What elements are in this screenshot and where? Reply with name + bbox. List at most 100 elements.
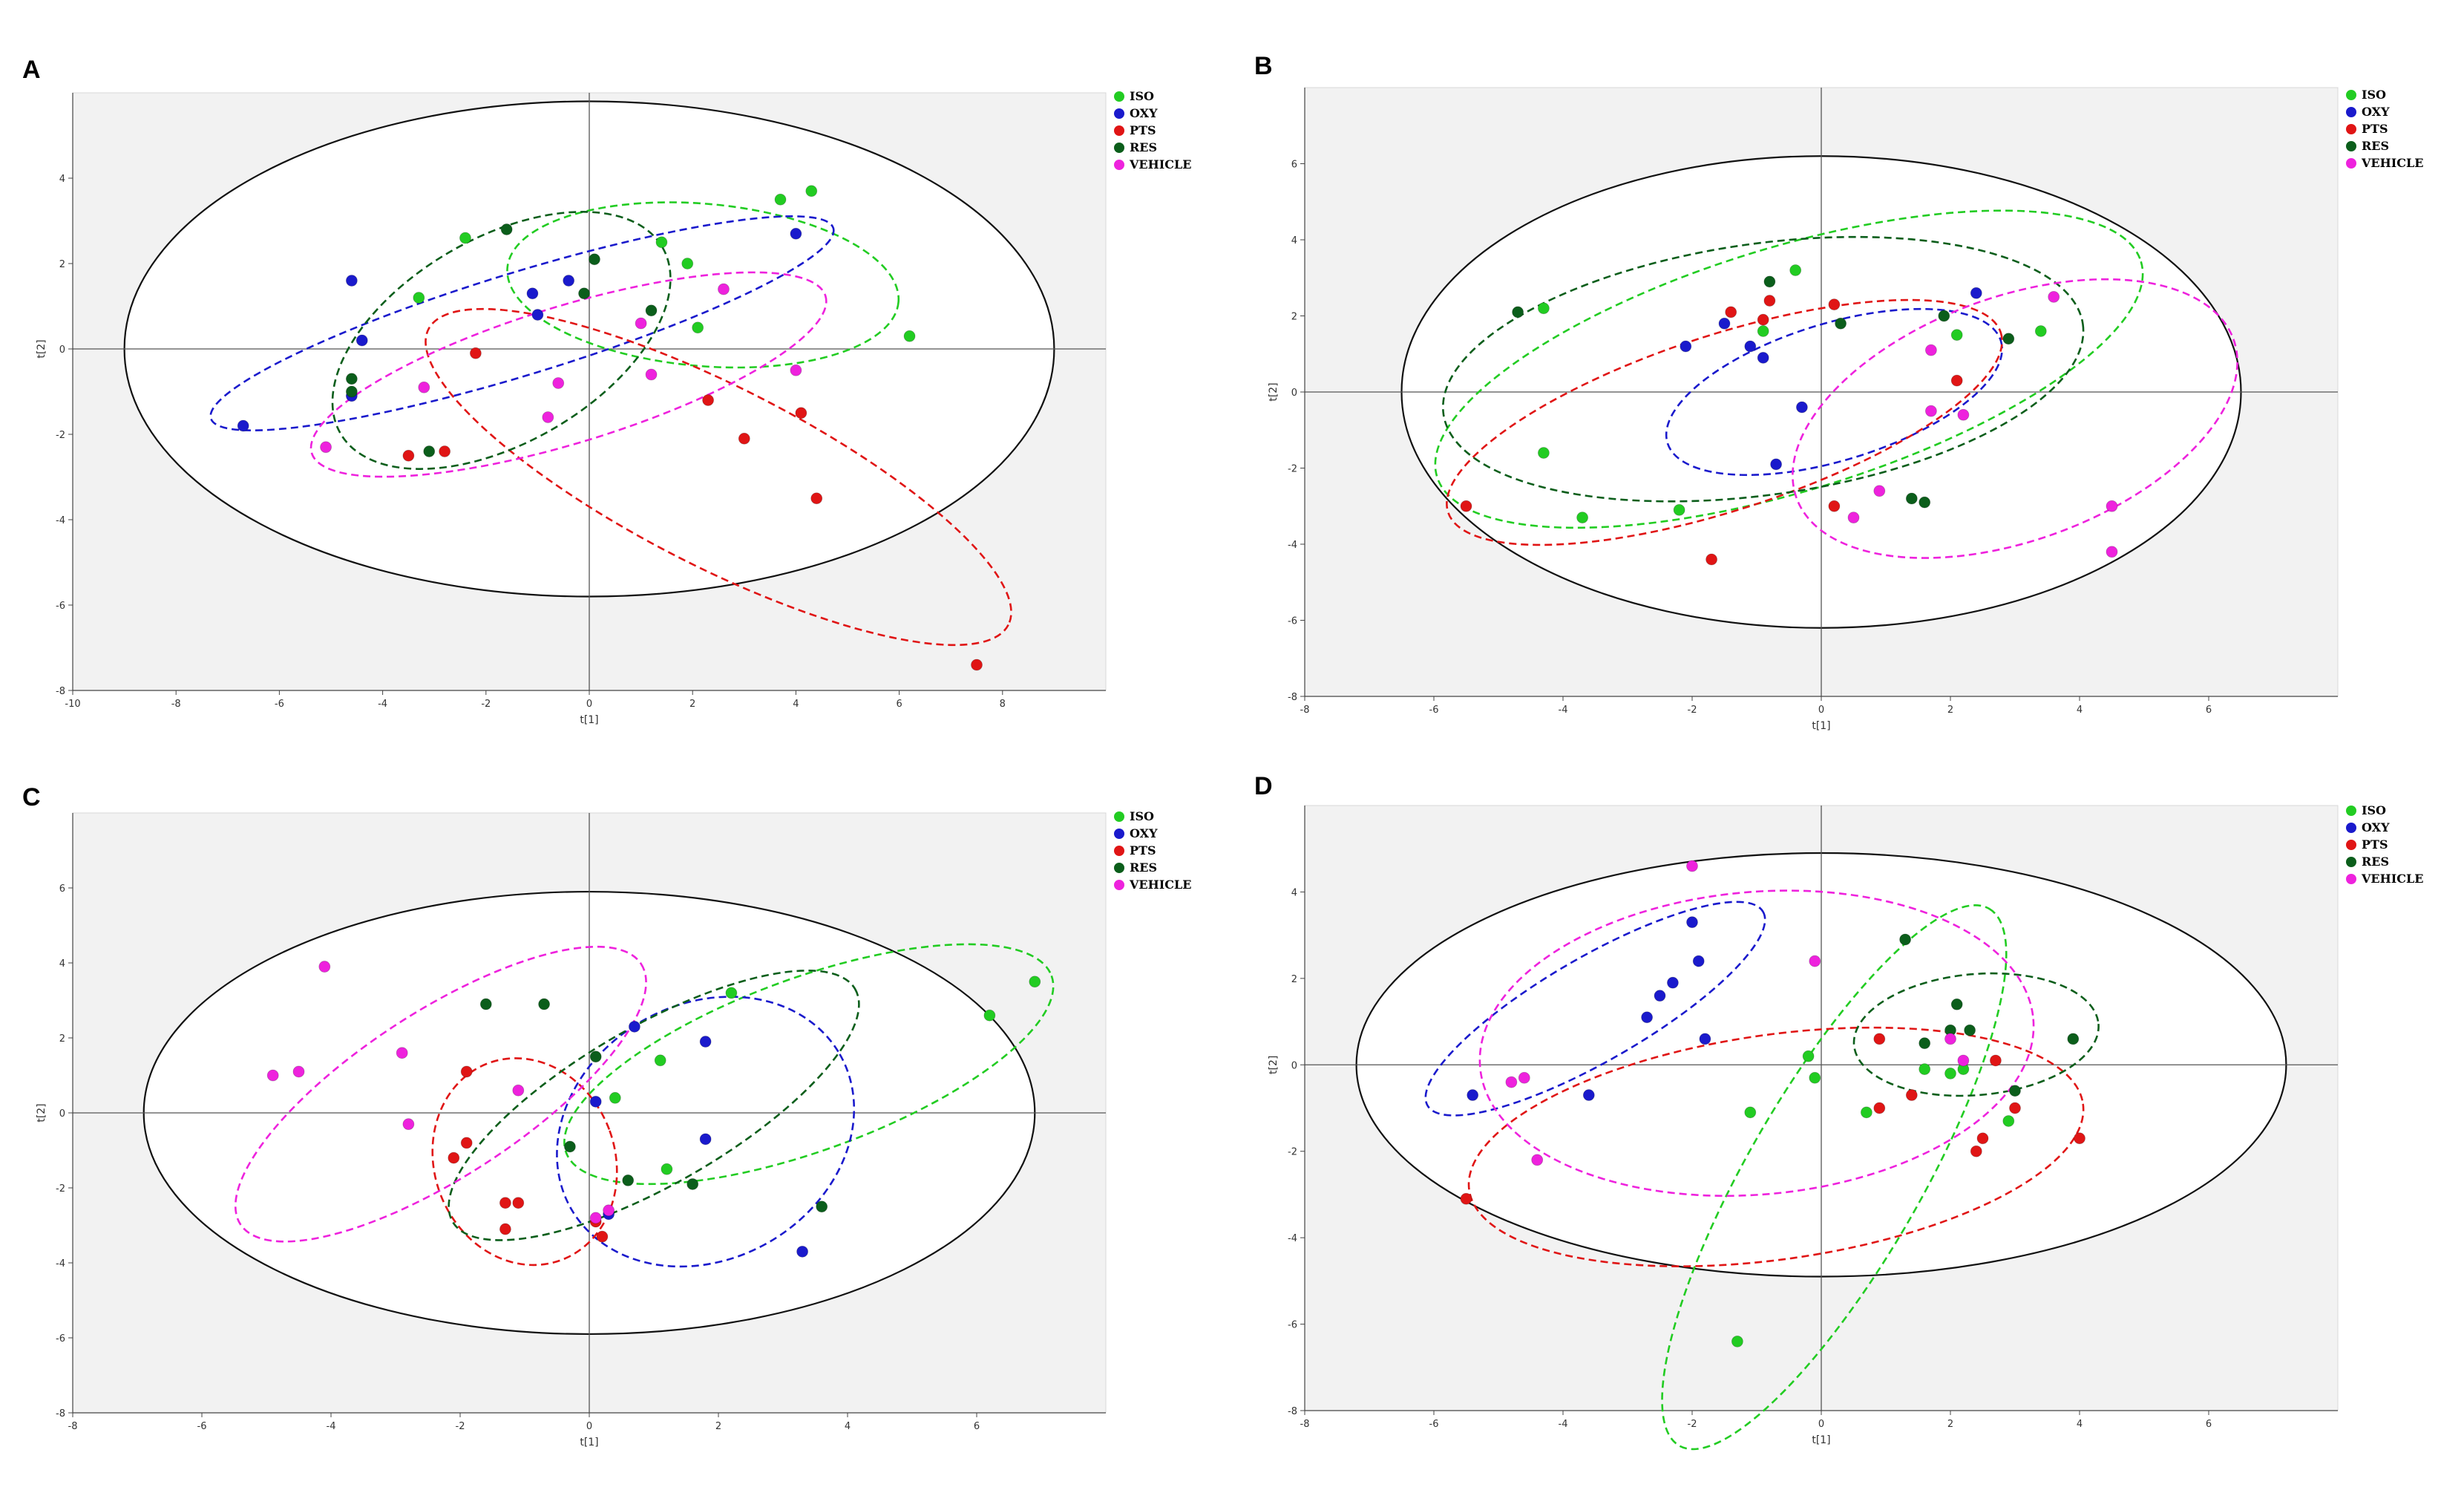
point-vehicle: [1531, 1154, 1544, 1166]
x-tick-label: 2: [689, 699, 695, 710]
y-tick-label: -2: [1288, 1147, 1297, 1158]
y-tick-label: -4: [1288, 540, 1297, 551]
point-oxy: [1795, 401, 1808, 414]
panel-b: -8 -6 -4 -2 0 2 4 6 -8 -6 -4 -2 0 2 4 6 t[1] t[2] B ISO OXY P…: [1254, 52, 2423, 732]
x-tick-label: -2: [456, 1421, 465, 1432]
legend-label-oxy: OXY: [2362, 820, 2390, 834]
point-res: [687, 1178, 699, 1190]
y-tick-label: 0: [59, 1108, 65, 1120]
point-pts: [1763, 295, 1776, 307]
point-iso: [1029, 976, 1041, 988]
point-res: [1512, 306, 1524, 318]
confidence-ellipse-iso: [563, 943, 1055, 1186]
y-tick-label: 2: [59, 259, 65, 270]
point-res: [479, 998, 492, 1010]
confidence-ellipse-vehicle: [234, 945, 647, 1243]
point-res: [423, 445, 436, 457]
point-res: [2009, 1085, 2021, 1097]
x-tick-label: 6: [2206, 1419, 2212, 1430]
point-iso: [459, 232, 471, 244]
x-tick-label: -8: [68, 1421, 78, 1432]
point-vehicle: [1957, 1054, 1970, 1067]
y-tick-label: 0: [1291, 388, 1297, 399]
x-tick-label: 2: [1947, 705, 1953, 716]
point-oxy: [1718, 317, 1731, 330]
point-oxy: [1699, 1033, 1711, 1045]
point-iso: [1919, 1063, 1931, 1076]
point-pts: [1757, 313, 1769, 326]
point-oxy: [1686, 916, 1698, 929]
point-pts: [1706, 553, 1718, 566]
point-iso: [725, 987, 738, 999]
legend-marker-res: [1114, 863, 1124, 873]
point-oxy: [531, 309, 544, 321]
x-tick-label: -8: [1300, 705, 1310, 716]
x-tick-label: 4: [2077, 705, 2083, 716]
y-tick-label: 4: [1291, 887, 1297, 898]
point-vehicle: [542, 411, 554, 423]
x-tick-label: 6: [2206, 705, 2212, 716]
x-tick-label: -2: [481, 699, 491, 710]
point-iso: [654, 1054, 666, 1067]
legend-marker-vehicle: [1114, 160, 1124, 170]
legend-label-vehicle: VEHICLE: [1129, 878, 1191, 892]
y-tick-label: -4: [56, 515, 65, 526]
point-pts: [1460, 500, 1472, 512]
legend-label-pts: PTS: [2362, 122, 2388, 136]
legend-label-vehicle: VEHICLE: [1129, 157, 1191, 171]
point-vehicle: [396, 1047, 408, 1059]
point-oxy: [1666, 976, 1679, 989]
point-vehicle: [1505, 1076, 1518, 1088]
point-pts: [1970, 1145, 1982, 1157]
x-tick-label: -6: [197, 1421, 207, 1432]
point-res: [645, 304, 658, 317]
y-tick-label: -2: [56, 430, 65, 441]
point-res: [1899, 933, 1912, 946]
point-vehicle: [645, 368, 658, 381]
x-tick-label: -8: [171, 699, 181, 710]
point-oxy: [790, 227, 802, 240]
point-res: [816, 1200, 828, 1213]
point-res: [1905, 492, 1918, 505]
confidence-ellipse-res: [448, 970, 860, 1241]
point-pts: [1873, 1033, 1886, 1045]
point-pts: [402, 449, 415, 462]
point-res: [2002, 333, 2015, 345]
point-iso: [1673, 503, 1685, 516]
y-tick-label: -6: [56, 1333, 65, 1345]
legend: ISO OXY PTS RES VEHICLE: [1114, 809, 1191, 892]
y-tick-label: -2: [1288, 464, 1297, 475]
panel-c: -8 -6 -4 -2 0 2 4 6 -8 -6 -4 -2 0 2 4 6 t[1] t[2] C ISO OXY P…: [22, 783, 1191, 1448]
point-res: [345, 385, 358, 398]
point-res: [578, 287, 590, 300]
legend-marker-vehicle: [2346, 158, 2356, 169]
point-pts: [439, 445, 451, 457]
point-oxy: [563, 275, 575, 287]
y-tick-label: -2: [56, 1183, 65, 1195]
legend-marker-iso: [2346, 90, 2356, 100]
legend-label-res: RES: [2362, 855, 2389, 869]
point-iso: [1537, 447, 1550, 459]
point-res: [1938, 310, 1950, 322]
point-res: [345, 373, 358, 385]
legend-marker-pts: [2346, 840, 2356, 850]
point-oxy: [1641, 1011, 1654, 1024]
x-tick-label: -4: [1559, 1419, 1568, 1430]
legend: ISO OXY PTS RES VEHICLE: [2346, 88, 2423, 170]
legend-marker-res: [2346, 141, 2356, 151]
point-pts: [1828, 500, 1841, 512]
point-pts: [1828, 298, 1841, 311]
y-tick-label: -8: [56, 1408, 65, 1420]
y-tick-label: -4: [1288, 1233, 1297, 1244]
y-tick-label: 0: [59, 344, 65, 356]
point-pts: [596, 1230, 609, 1243]
x-tick-label: -2: [1688, 1419, 1697, 1430]
point-iso: [2002, 1115, 2015, 1127]
point-oxy: [1654, 990, 1666, 1002]
x-tick-label: 4: [845, 1421, 851, 1432]
point-iso: [1860, 1106, 1872, 1119]
x-tick-label: 2: [1947, 1419, 1953, 1430]
point-pts: [1460, 1192, 1472, 1205]
point-pts: [460, 1065, 473, 1078]
